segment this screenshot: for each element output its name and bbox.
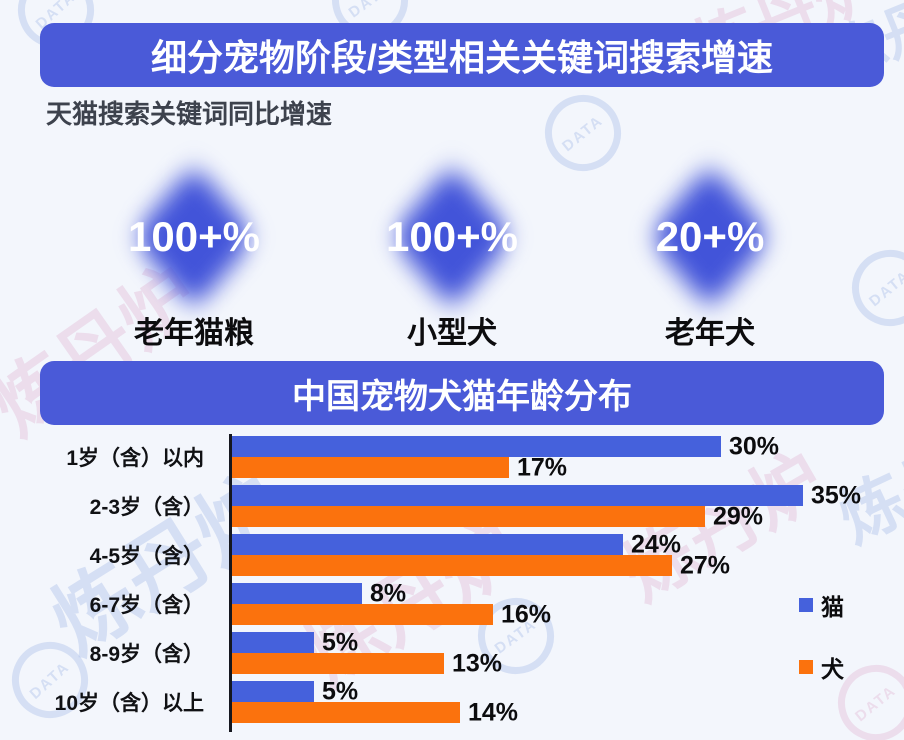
value-label: 13% [452, 649, 503, 677]
value-label: 5% [322, 677, 359, 705]
legend-swatch [799, 598, 813, 612]
value-label: 14% [468, 698, 519, 726]
bar-cat: 5% [232, 628, 358, 656]
chart-title-banner: 中国宠物犬猫年龄分布 [40, 361, 884, 425]
bar-cat: 24% [232, 530, 681, 558]
highlight-item: 100+% 小型犬 [323, 140, 581, 358]
chart-row: 6-7岁（含） 8% 16% [0, 579, 860, 628]
bar-chart: 1岁（含）以内 30% 17% 2-3岁（含） 35% 29% 4-5岁（含） 24% 27% 6… [0, 432, 904, 740]
legend-label: 犬 [821, 656, 844, 682]
highlight-value: 100+% [128, 213, 260, 260]
bar-cat: 8% [232, 579, 406, 607]
category-label: 8-9岁（含） [89, 643, 204, 666]
value-label: 30% [729, 432, 780, 460]
legend-item-dog: 犬 [799, 654, 844, 682]
bar-cat: 30% [232, 432, 779, 460]
page-title: 细分宠物阶段/类型相关关键词搜索增速 [150, 37, 773, 78]
chart-row: 1岁（含）以内 30% 17% [0, 432, 860, 481]
chart-row: 2-3岁（含） 35% 29% [0, 481, 861, 530]
value-label: 16% [501, 600, 552, 628]
value-label: 35% [811, 481, 862, 509]
category-label: 2-3岁（含） [89, 496, 204, 519]
highlight-label: 小型犬 [407, 317, 497, 350]
value-label: 17% [517, 453, 568, 481]
y-axis-line [229, 434, 232, 732]
subtitle: 天猫搜索关键词同比增速 [46, 99, 333, 129]
chart-legend: 猫犬 [799, 592, 844, 682]
category-label: 4-5岁（含） [89, 545, 204, 568]
chart-rows: 1岁（含）以内 30% 17% 2-3岁（含） 35% 29% 4-5岁（含） 24% 27% 6… [0, 432, 861, 726]
highlight-value: 100+% [386, 213, 518, 260]
bar-dog: 14% [232, 698, 518, 726]
chart-row: 8-9岁（含） 5% 13% [0, 628, 860, 677]
chart-title: 中国宠物犬猫年龄分布 [292, 377, 632, 416]
bar-dog: 27% [232, 551, 730, 579]
chart-row: 10岁（含）以上 5% 14% [0, 677, 860, 726]
legend-item-cat: 猫 [799, 592, 844, 620]
bar-dog: 13% [232, 649, 502, 677]
highlight-item: 100+% 老年猫粮 [65, 140, 323, 358]
category-label: 6-7岁（含） [89, 594, 204, 617]
category-label: 1岁（含）以内 [66, 447, 204, 470]
bar-dog: 16% [232, 600, 551, 628]
value-label: 29% [713, 502, 764, 530]
value-label: 27% [680, 551, 731, 579]
bar-dog: 17% [232, 453, 567, 481]
value-label: 8% [370, 579, 407, 607]
highlight-value: 20+% [655, 213, 765, 260]
brand-logo-watermark: DATA [843, 241, 904, 335]
legend-label: 猫 [821, 594, 844, 620]
highlight-label: 老年犬 [665, 317, 755, 350]
chart-row: 4-5岁（含） 24% 27% [0, 530, 860, 579]
bar-cat: 35% [232, 481, 861, 509]
bar-cat: 5% [232, 677, 358, 705]
header-banner: 细分宠物阶段/类型相关关键词搜索增速 [40, 23, 884, 87]
value-label: 24% [631, 530, 682, 558]
category-label: 10岁（含）以上 [54, 692, 204, 715]
highlight-label: 老年猫粮 [134, 317, 254, 350]
highlights-row: 100+% 老年猫粮 100+% 小型犬 20+% 老年犬 [65, 140, 839, 358]
bar-dog: 29% [232, 502, 763, 530]
legend-swatch [799, 660, 813, 674]
highlight-item: 20+% 老年犬 [581, 140, 839, 358]
value-label: 5% [322, 628, 359, 656]
